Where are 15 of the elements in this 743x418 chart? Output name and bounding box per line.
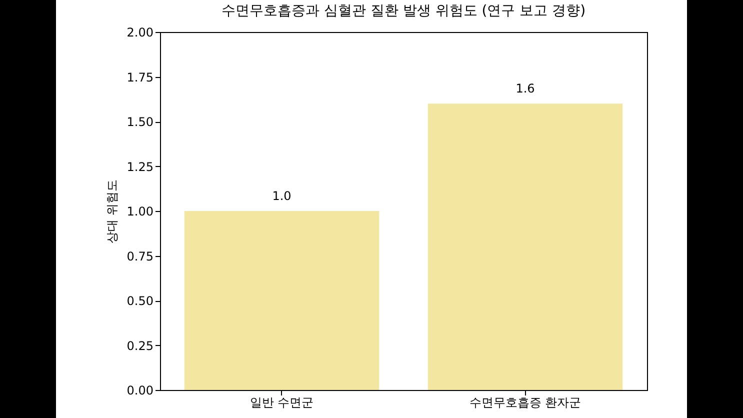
y-tick-label: 0.75	[126, 249, 154, 264]
chart-title: 수면무호흡증과 심혈관 질환 발생 위험도 (연구 보고 경향)	[221, 3, 586, 19]
data-label: 1.6	[516, 82, 535, 96]
y-tick-label: 0.00	[126, 384, 154, 398]
data-label: 1.0	[272, 189, 292, 203]
y-tick-label: 2.00	[126, 26, 154, 40]
x-tick-label: 수면무호흡증 환자군	[469, 396, 582, 410]
y-tick-label: 0.50	[126, 294, 154, 308]
y-tick-label: 1.25	[126, 160, 154, 174]
x-tick-label: 일반 수면군	[250, 396, 314, 410]
y-axis-title: 상대 위험도	[104, 180, 119, 244]
y-tick-label: 1.50	[126, 115, 154, 129]
y-tick-label: 1.75	[126, 70, 154, 84]
y-tick-label: 1.00	[126, 204, 154, 218]
y-tick-label: 0.25	[126, 338, 154, 353]
